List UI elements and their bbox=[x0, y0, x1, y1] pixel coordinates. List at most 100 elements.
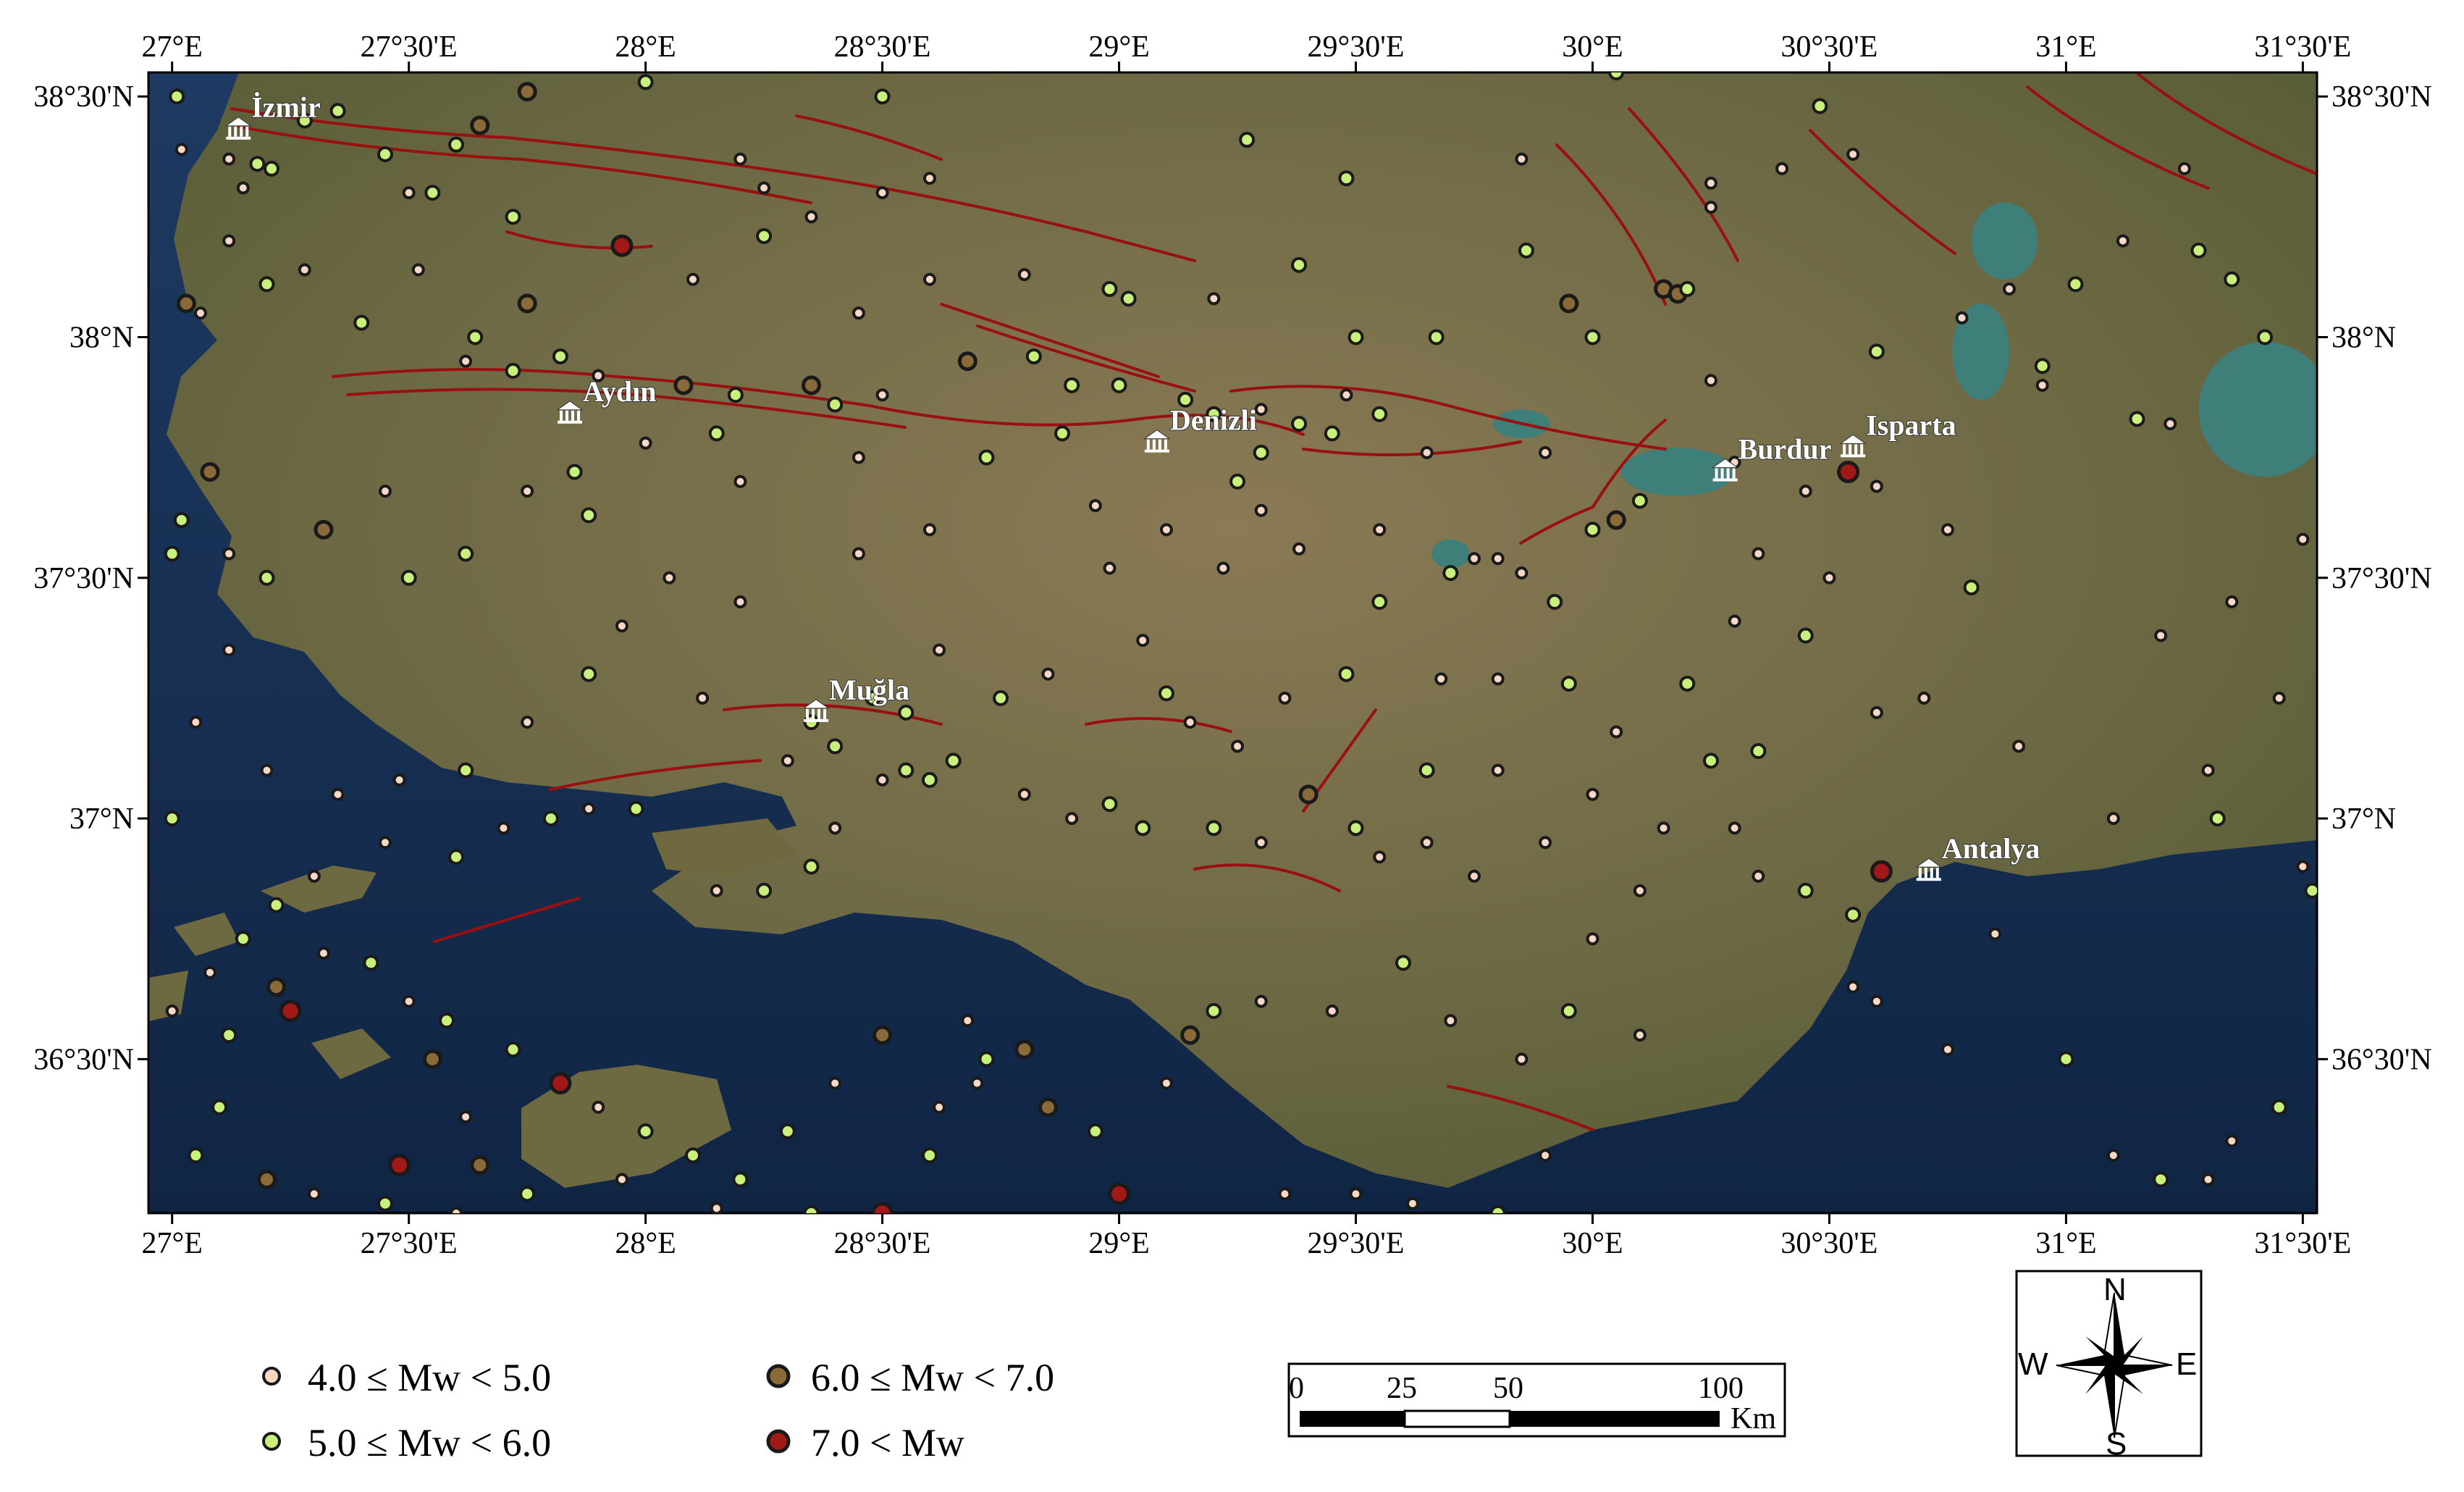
earthquake-marker-m5 bbox=[2034, 358, 2051, 374]
map-frame bbox=[147, 71, 2318, 1215]
earthquake-marker-m6 bbox=[517, 293, 537, 314]
earthquake-marker-m4 bbox=[875, 388, 889, 402]
earthquake-marker-m4 bbox=[933, 643, 946, 657]
earthquake-marker-m5 bbox=[1206, 406, 1222, 422]
lon-tick-label-bottom: 31°30'E bbox=[2254, 1227, 2351, 1260]
earthquake-marker-m4 bbox=[1444, 1014, 1458, 1028]
earthquake-marker-m4 bbox=[1515, 152, 1529, 166]
earthquake-marker-m4 bbox=[1955, 311, 1969, 324]
lon-tick-label-bottom: 27°30'E bbox=[361, 1227, 458, 1260]
earthquake-marker-m7 bbox=[871, 1202, 894, 1213]
earthquake-marker-m4 bbox=[2296, 860, 2310, 873]
city-marker: Aydın bbox=[556, 374, 657, 424]
earthquake-marker-m5 bbox=[1845, 906, 1862, 923]
city-labels: İzmir Aydın Denizli Burdur Isparta Muğla Antal… bbox=[224, 91, 2040, 881]
island-small-2 bbox=[311, 1028, 391, 1079]
earthquake-marker-m4 bbox=[1940, 1043, 1954, 1057]
earthquake-marker-m5 bbox=[708, 425, 725, 442]
earthquake-marker-m5 bbox=[173, 512, 190, 529]
earthquake-marker-m5 bbox=[353, 314, 370, 331]
earthquake-marker-m4 bbox=[189, 716, 203, 729]
earthquake-marker-m4 bbox=[307, 869, 321, 883]
earthquake-marker-m6 bbox=[422, 1049, 442, 1069]
earthquake-marker-m5 bbox=[1206, 820, 1222, 837]
compass-south-label: S bbox=[2106, 1426, 2127, 1462]
earthquake-marker-m5 bbox=[898, 704, 914, 721]
scale-label-50: 50 bbox=[1493, 1372, 1523, 1405]
legend-label-m4: 4.0 ≤ Mw < 5.0 bbox=[308, 1356, 551, 1399]
earthquake-marker-m4 bbox=[316, 947, 330, 960]
island-small-3 bbox=[148, 971, 188, 1021]
earthquake-marker-m4 bbox=[1207, 292, 1221, 306]
lake-0 bbox=[1620, 448, 1735, 496]
earthquake-marker-m4 bbox=[222, 643, 236, 657]
lon-tick-label-top: 27°30'E bbox=[361, 30, 458, 64]
earthquake-marker-m4 bbox=[1340, 388, 1353, 402]
earthquake-marker-m5 bbox=[1679, 675, 1696, 692]
earthquake-marker-m4 bbox=[1216, 561, 1230, 575]
earthquake-marker-m4 bbox=[2272, 691, 2286, 705]
earthquake-marker-m5 bbox=[1324, 425, 1340, 442]
lon-tick-label-top: 31°30'E bbox=[2254, 30, 2351, 64]
scale-unit: Km bbox=[1731, 1402, 1776, 1436]
earthquake-marker-m5 bbox=[221, 1027, 237, 1044]
earthquake-marker-m4 bbox=[175, 143, 188, 156]
city-marker: Antalya bbox=[1915, 831, 2040, 881]
earthquake-marker-m4 bbox=[402, 994, 416, 1008]
earthquake-marker-m5 bbox=[458, 545, 474, 562]
lon-tick-label-bottom: 30°E bbox=[1562, 1227, 1623, 1260]
earthquake-marker-m4 bbox=[222, 152, 236, 166]
earthquake-marker-m4 bbox=[828, 1076, 842, 1090]
earthquake-marker-m4 bbox=[875, 773, 889, 787]
earthquake-marker-m4 bbox=[1159, 1076, 1173, 1090]
earthquake-marker-m5 bbox=[1253, 445, 1269, 461]
earthquake-marker-m5 bbox=[1177, 391, 1194, 408]
earthquake-marker-m5 bbox=[1087, 1123, 1103, 1140]
earthquake-marker-m4 bbox=[1539, 446, 1552, 459]
earthquake-marker-m4 bbox=[378, 485, 392, 498]
earthquake-marker-m5 bbox=[2257, 329, 2274, 345]
earthquake-marker-m5 bbox=[1608, 72, 1625, 80]
earthquake-marker-m4 bbox=[1017, 787, 1031, 801]
earthquake-marker-m4 bbox=[1704, 176, 1717, 190]
lat-tick-label-left: 37°N bbox=[70, 802, 134, 836]
earthquake-marker-m5 bbox=[2304, 882, 2317, 899]
earthquake-marker-m6 bbox=[802, 375, 822, 395]
legend-marker-m5 bbox=[262, 1432, 281, 1451]
compass-east-label: E bbox=[2176, 1346, 2197, 1382]
lake-2 bbox=[1952, 303, 2009, 400]
lon-tick-label-top: 27°E bbox=[141, 30, 202, 64]
earthquake-marker-m4 bbox=[592, 1100, 605, 1114]
lon-tick-label-top: 28°30'E bbox=[834, 30, 931, 64]
earthquake-marker-m5 bbox=[827, 738, 844, 755]
earthquake-marker-m5 bbox=[1868, 343, 1885, 360]
earthquake-marker-m4 bbox=[1799, 485, 1812, 498]
earthquake-marker-m4 bbox=[1254, 403, 1268, 416]
earthquake-marker-m5 bbox=[993, 690, 1009, 706]
earthquake-marker-m5 bbox=[921, 1147, 938, 1164]
earthquake-marker-m4 bbox=[922, 172, 936, 185]
government-building-icon bbox=[1839, 434, 1867, 458]
earthquake-marker-m5 bbox=[505, 209, 521, 225]
earthquake-marker-m4 bbox=[1870, 479, 1883, 493]
earthquake-marker-m5 bbox=[2129, 411, 2145, 427]
earthquake-marker-m5 bbox=[552, 348, 568, 365]
earthquake-marker-m4 bbox=[1752, 547, 1765, 561]
city-label: Burdur bbox=[1738, 433, 1832, 466]
lat-tick-label-right: 36°30'N bbox=[2331, 1043, 2432, 1076]
earthquake-marker-m4 bbox=[1405, 1196, 1419, 1210]
earthquake-marker-m4 bbox=[710, 1202, 723, 1213]
earthquake-marker-m4 bbox=[1292, 542, 1306, 556]
earthquake-marker-m6 bbox=[176, 293, 196, 314]
earthquake-marker-m4 bbox=[1491, 552, 1505, 566]
earthquake-marker-m6 bbox=[266, 977, 287, 997]
earthquake-marker-m4 bbox=[1870, 705, 1883, 719]
island-kos bbox=[261, 866, 377, 913]
earthquake-marker-m5 bbox=[865, 690, 881, 706]
earthquake-marker-m4 bbox=[222, 234, 236, 248]
earthquake-marker-m5 bbox=[1064, 377, 1080, 393]
earthquake-marker-m5 bbox=[779, 1123, 796, 1140]
earthquake-marker-m4 bbox=[663, 571, 676, 584]
earthquake-marker-m5 bbox=[1229, 473, 1246, 490]
earthquake-marker-m4 bbox=[696, 691, 710, 705]
